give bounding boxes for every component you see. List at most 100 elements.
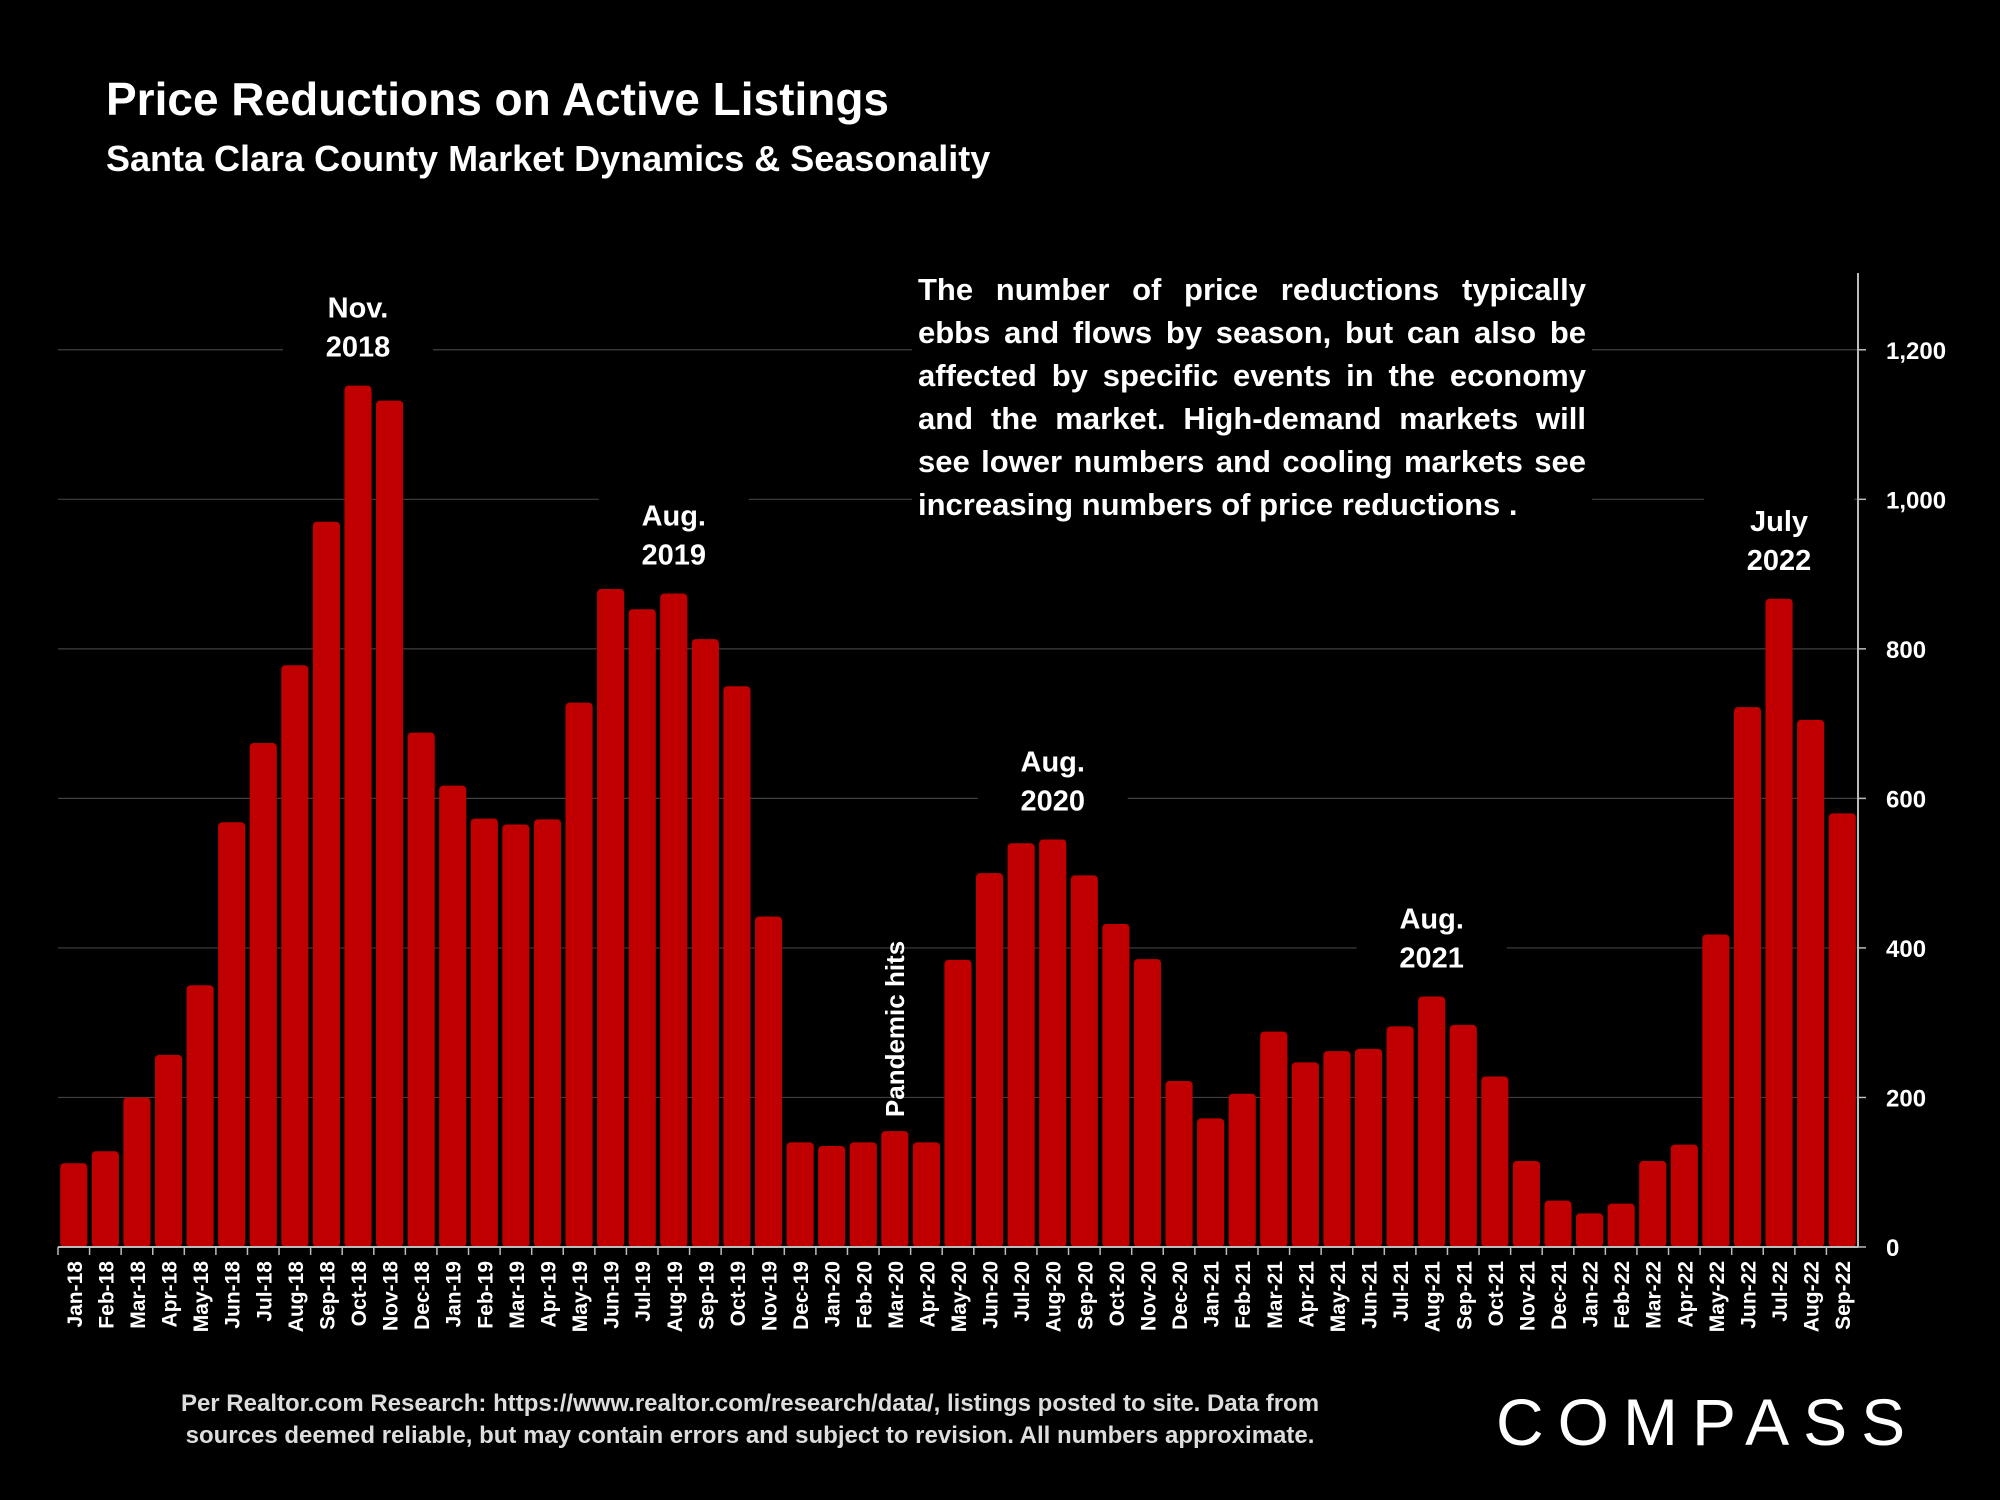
bar	[881, 1131, 909, 1247]
x-tick-label: Apr-19	[537, 1261, 560, 1328]
bar	[1386, 1026, 1414, 1247]
y-tick-label: 200	[1886, 1085, 1926, 1112]
bar	[1039, 839, 1067, 1247]
annotation-label: 2018	[326, 332, 391, 364]
x-axis-ticks: Jan-18 Feb-18 Mar-18 Apr-18 May-18 Jun-18 Jul-…	[57, 1247, 1855, 1333]
bar	[407, 732, 435, 1247]
source-footnote: Per Realtor.com Research: https://www.re…	[120, 1388, 1380, 1452]
bar	[60, 1163, 88, 1247]
x-tick-label: Aug-21	[1422, 1261, 1445, 1332]
annotation-label: Aug.	[642, 501, 706, 533]
bar	[533, 819, 562, 1247]
x-tick-label: Aug-18	[285, 1261, 308, 1332]
bar	[597, 589, 625, 1247]
x-tick-label: May-19	[569, 1261, 592, 1332]
x-tick-label: Aug-19	[664, 1261, 687, 1332]
bar	[1102, 923, 1130, 1247]
bar	[218, 822, 246, 1247]
bar	[249, 743, 277, 1247]
bar	[1639, 1161, 1667, 1247]
x-tick-label: Jan-22	[1580, 1261, 1603, 1328]
bar	[976, 873, 1004, 1247]
bar	[1544, 1200, 1572, 1247]
x-tick-label: Feb-22	[1611, 1261, 1634, 1329]
x-tick-label: Apr-22	[1674, 1261, 1697, 1328]
annotation-label: 2019	[642, 540, 707, 572]
bar	[1007, 843, 1035, 1247]
explanatory-note: The number of price reductions typically…	[912, 268, 1592, 526]
x-tick-label: Apr-18	[159, 1261, 182, 1328]
bar	[1228, 1093, 1256, 1247]
bar	[1449, 1024, 1477, 1247]
bar	[1133, 959, 1162, 1247]
x-tick-label: Feb-19	[474, 1261, 497, 1329]
bar	[123, 1097, 151, 1247]
x-tick-label: Dec-21	[1548, 1261, 1571, 1330]
chart-title: Price Reductions on Active Listings	[106, 73, 890, 125]
x-tick-label: Oct-19	[727, 1261, 750, 1326]
x-tick-label: Jun-21	[1359, 1261, 1382, 1329]
annotation-label: Aug.	[1021, 747, 1085, 779]
x-tick-label: Sep-22	[1832, 1261, 1855, 1330]
footnote-line-1: Per Realtor.com Research: https://www.re…	[180, 1390, 1320, 1417]
x-tick-label: Oct-21	[1485, 1261, 1508, 1327]
chart-subtitle: Santa Clara County Market Dynamics & Sea…	[106, 138, 991, 179]
bar	[944, 959, 972, 1247]
annotations: Nov. 2018 Aug. 2019 Aug. 2020 Aug. 2021 July 2022…	[283, 283, 1855, 1117]
bar	[186, 985, 214, 1247]
x-tick-label: Jan-19	[443, 1261, 466, 1328]
x-tick-label: Mar-21	[1264, 1261, 1287, 1329]
bar	[344, 385, 372, 1247]
annotation-bg	[283, 283, 433, 368]
annotation-label: 2022	[1747, 545, 1812, 577]
x-tick-label: Dec-20	[1169, 1261, 1192, 1330]
x-tick-label: Jun-20	[980, 1261, 1003, 1329]
bar	[154, 1054, 183, 1247]
x-tick-label: Jun-22	[1737, 1261, 1760, 1329]
bar	[439, 785, 467, 1247]
x-tick-label: Mar-18	[127, 1261, 150, 1329]
bar	[1733, 707, 1762, 1247]
annotation-bg	[1356, 894, 1507, 979]
x-tick-label: Jan-18	[64, 1261, 87, 1328]
y-tick-label: 800	[1886, 637, 1926, 664]
bar	[1260, 1031, 1288, 1247]
annotation-bg	[977, 737, 1128, 822]
x-tick-label: Apr-20	[916, 1261, 939, 1328]
bar	[1828, 813, 1856, 1247]
bar	[691, 639, 719, 1247]
bar	[1702, 934, 1730, 1247]
x-tick-label: Mar-22	[1643, 1261, 1666, 1329]
y-tick-label: 1,200	[1886, 338, 1946, 365]
bar	[660, 593, 688, 1247]
bar	[502, 824, 530, 1247]
x-tick-label: Sep-21	[1453, 1261, 1476, 1330]
annotation-label: July	[1750, 506, 1808, 538]
annotation-bg	[598, 491, 749, 576]
x-tick-label: Oct-18	[348, 1261, 371, 1327]
footnote-line-2: sources deemed reliable, but may contain…	[185, 1422, 1315, 1449]
x-tick-label: Sep-19	[695, 1261, 718, 1330]
y-tick-label: 400	[1886, 936, 1926, 963]
annotation-pandemic: Pandemic hits	[880, 941, 910, 1117]
axes	[58, 273, 1859, 1248]
annotation-label: Aug.	[1399, 904, 1463, 936]
x-tick-label: Nov-21	[1516, 1261, 1539, 1331]
x-tick-label: Jul-18	[253, 1261, 276, 1322]
x-tick-label: Mar-19	[506, 1261, 529, 1329]
x-tick-label: Jul-20	[1011, 1261, 1034, 1322]
bar	[1765, 598, 1793, 1247]
bar	[754, 916, 783, 1247]
annotation-label: Nov.	[328, 293, 389, 325]
bar	[1607, 1203, 1635, 1247]
bar	[1670, 1144, 1698, 1247]
x-tick-label: Jun-19	[601, 1261, 624, 1329]
bar	[565, 702, 593, 1247]
bar	[1576, 1213, 1604, 1247]
y-axis-ticks: 0 200 400 600 800 1,000 1,200	[1858, 338, 1946, 1262]
bar	[1070, 875, 1098, 1247]
x-tick-label: Sep-20	[1074, 1261, 1097, 1330]
annotation-label: 2020	[1020, 786, 1085, 818]
x-tick-label: May-21	[1327, 1261, 1350, 1333]
